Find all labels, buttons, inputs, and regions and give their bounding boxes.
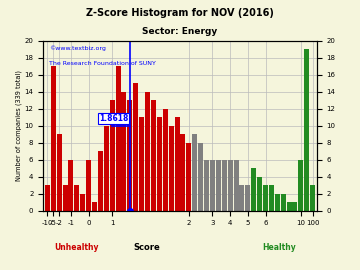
Bar [204, 160, 209, 211]
Bar [180, 134, 185, 211]
Bar [304, 49, 309, 211]
Bar [133, 83, 138, 211]
Bar [275, 194, 280, 211]
Bar [287, 202, 292, 211]
Bar [74, 185, 79, 211]
Bar [216, 160, 221, 211]
Bar [163, 109, 168, 211]
Bar [168, 126, 174, 211]
Bar [281, 194, 286, 211]
Bar [151, 100, 156, 211]
Text: Score: Score [134, 243, 161, 252]
Bar [251, 168, 256, 211]
Bar [228, 160, 233, 211]
Bar [257, 177, 262, 211]
Bar [222, 160, 227, 211]
Bar [145, 92, 150, 211]
Text: Unhealthy: Unhealthy [54, 243, 99, 252]
Bar [110, 100, 115, 211]
Bar [245, 185, 250, 211]
Bar [57, 134, 62, 211]
Bar [269, 185, 274, 211]
Bar [263, 185, 268, 211]
Bar [98, 151, 103, 211]
Text: ©www.textbiz.org: ©www.textbiz.org [49, 46, 105, 51]
Text: Sector: Energy: Sector: Energy [142, 27, 218, 36]
Bar [239, 185, 244, 211]
Bar [139, 117, 144, 211]
Bar [104, 126, 109, 211]
Bar [92, 202, 97, 211]
Bar [175, 117, 180, 211]
Bar [198, 143, 203, 211]
Text: The Research Foundation of SUNY: The Research Foundation of SUNY [49, 61, 156, 66]
Bar [80, 194, 85, 211]
Bar [298, 160, 303, 211]
Bar [45, 185, 50, 211]
Bar [68, 160, 73, 211]
Bar [192, 134, 197, 211]
Text: 1.8618: 1.8618 [99, 114, 128, 123]
Text: Healthy: Healthy [262, 243, 296, 252]
Bar [234, 160, 239, 211]
Bar [186, 143, 192, 211]
Y-axis label: Number of companies (339 total): Number of companies (339 total) [15, 70, 22, 181]
Bar [210, 160, 215, 211]
Bar [51, 66, 56, 211]
Bar [157, 117, 162, 211]
Bar [86, 160, 91, 211]
Text: Z-Score Histogram for NOV (2016): Z-Score Histogram for NOV (2016) [86, 8, 274, 18]
Bar [116, 66, 121, 211]
Bar [292, 202, 297, 211]
Bar [127, 100, 132, 211]
Bar [121, 92, 126, 211]
Bar [63, 185, 68, 211]
Bar [310, 185, 315, 211]
